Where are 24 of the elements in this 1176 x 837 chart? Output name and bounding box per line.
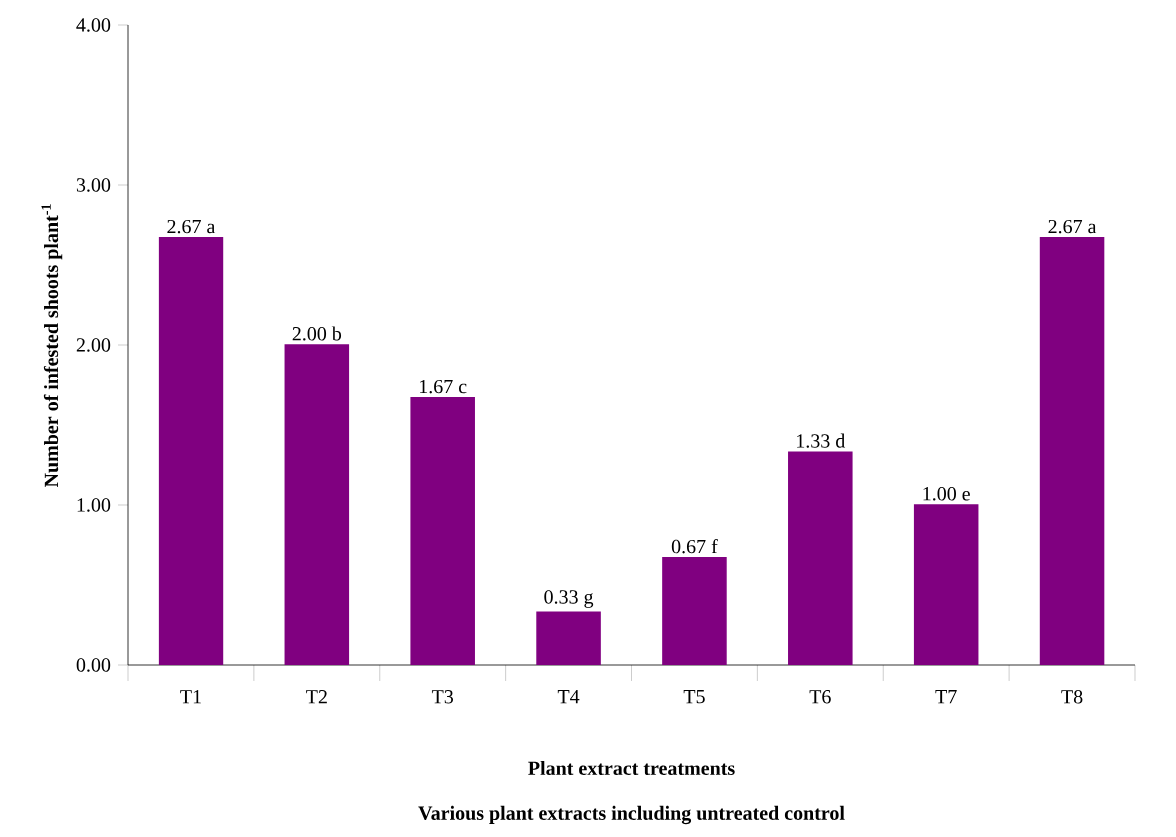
- x-tick-label: T3: [431, 690, 454, 704]
- data-label: 1.67 c: [420, 379, 467, 394]
- x-tick-label: T4: [557, 690, 580, 704]
- data-label: 1.00 e: [923, 487, 970, 501]
- y-tick-label: 4.00: [76, 18, 111, 32]
- data-label: 0.33 g: [544, 590, 594, 608]
- x-axis-title: Plant extract treatments: [528, 760, 735, 776]
- x-tick-label: T8: [1061, 690, 1083, 704]
- text: Various plant extracts including untreated control: [418, 805, 845, 825]
- data-label: 2.00 b: [292, 326, 342, 341]
- x-tick-label: T7: [935, 690, 957, 704]
- y-tick-label: 0.00: [76, 658, 111, 672]
- x-tick-label: T6: [809, 690, 831, 704]
- data-label: 1.33 d: [797, 433, 846, 448]
- y-tick-label: 1.00: [77, 498, 111, 512]
- x-tick-label: T5: [683, 690, 705, 704]
- y-tick-label: 2.00: [76, 338, 111, 352]
- x-tick-label: T2: [306, 690, 327, 704]
- x-tick-label: T1: [180, 690, 201, 704]
- data-label: 0.67 f: [671, 539, 718, 554]
- y-tick-label: 3.00: [76, 178, 111, 192]
- y-axis-title: Number of infested shoots plant$^{-1}$: [41, 204, 63, 488]
- data-label: 2.67 a: [167, 219, 216, 234]
- data-label: 2.67 a: [1048, 219, 1097, 234]
